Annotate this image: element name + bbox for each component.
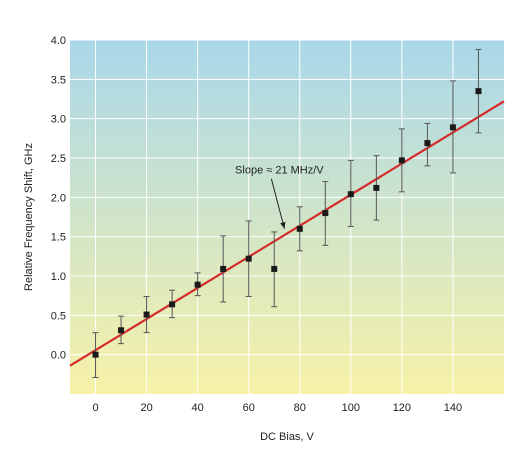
data-point: [373, 184, 380, 191]
y-tick-label: 1.0: [51, 271, 66, 283]
annotations: Slope ≈ 21 MHz/V: [235, 165, 324, 229]
x-tick-label: 20: [140, 402, 152, 414]
data-point: [449, 124, 456, 131]
y-tick-label: 3.5: [51, 74, 66, 86]
annotation-arrowhead: [280, 221, 286, 229]
y-axis-label: Relative Frequency Shift, GHz: [23, 143, 35, 291]
data-point: [194, 281, 201, 288]
plot-background: [70, 40, 504, 394]
data-point: [398, 157, 405, 164]
x-tick-label: 100: [342, 402, 360, 414]
x-axis-label: DC Bias, V: [260, 431, 314, 443]
slope-annotation: Slope ≈ 21 MHz/V: [235, 165, 324, 177]
fit-line: [69, 100, 505, 367]
data-point: [245, 255, 252, 262]
y-tick-label: 0.5: [51, 310, 66, 322]
tick-labels: 0 20 40 60 80 100 120 140 0.0 0.5 1.0 1.5 2.0 2.5 3.0 3…: [51, 35, 462, 414]
data-point: [347, 191, 354, 198]
data-point: [169, 301, 176, 308]
y-tick-label: 0.0: [51, 350, 66, 362]
data-point: [424, 140, 431, 147]
x-tick-label: 120: [393, 402, 411, 414]
data-point: [220, 265, 227, 272]
annotation-arrow: [270, 178, 285, 229]
data-point: [143, 311, 150, 318]
data-points: [92, 88, 482, 358]
x-tick-label: 0: [92, 402, 98, 414]
y-tick-label: 1.5: [51, 232, 66, 244]
x-tick-label: 40: [192, 402, 204, 414]
fit-line-group: [69, 100, 505, 367]
x-tick-label: 140: [444, 402, 462, 414]
y-tick-label: 2.5: [51, 153, 66, 165]
data-point: [92, 351, 99, 358]
y-tick-label: 2.0: [51, 192, 66, 204]
y-tick-label: 3.0: [51, 114, 66, 126]
y-tick-label: 4.0: [51, 35, 66, 47]
x-tick-label: 80: [294, 402, 306, 414]
x-tick-label: 60: [243, 402, 255, 414]
data-point: [118, 327, 125, 334]
data-point: [296, 225, 303, 232]
data-point: [271, 265, 278, 272]
data-point: [322, 210, 329, 217]
data-point: [475, 88, 482, 95]
